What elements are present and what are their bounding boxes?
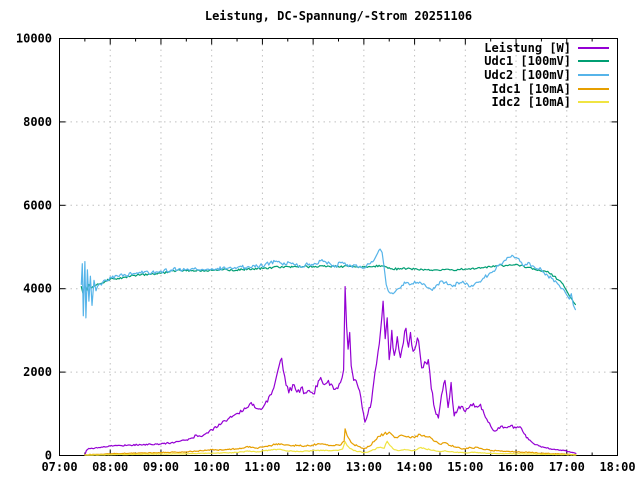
legend-line-sample [578,73,609,76]
series-line-4 [84,440,577,456]
y-tick-label: 0 [45,449,52,463]
legend-label: Udc1 [100mV] [484,54,571,69]
legend-label: Udc2 [100mV] [484,67,571,82]
legend-item-idc1: Idc1 [10mA] [484,82,609,96]
x-tick-label: 18:00 [599,460,635,474]
legend: Leistung [W] Udc1 [100mV] Udc2 [100mV] I… [484,41,609,109]
y-tick-label: 4000 [23,282,52,296]
y-tick-label: 6000 [23,198,52,212]
series-line-2 [80,248,576,319]
y-tick-label: 2000 [23,365,52,379]
chart-title: Leistung, DC-Spannung/-Strom 20251106 [204,9,473,23]
legend-line-sample [578,101,609,104]
x-tick-label: 09:00 [143,460,179,474]
y-tick-label: 10000 [16,32,52,46]
x-tick-label: 14:00 [397,460,433,474]
x-tick-label: 07:00 [41,460,77,474]
x-tick-label: 12:00 [295,460,331,474]
legend-label: Idc2 [10mA] [491,95,571,110]
legend-line-sample [578,87,609,90]
x-tick-label: 10:00 [194,460,230,474]
series-line-1 [80,263,576,306]
legend-label: Idc1 [10mA] [491,81,571,96]
x-tick-label: 16:00 [498,460,534,474]
x-tick-label: 13:00 [346,460,382,474]
series-line-0 [84,286,577,456]
y-tick-label: 8000 [23,115,52,129]
legend-item-leistung: Leistung [W] [484,41,609,55]
x-tick-label: 17:00 [549,460,585,474]
legend-item-udc1: Udc1 [100mV] [484,54,609,69]
x-tick-label: 11:00 [244,460,280,474]
legend-label: Leistung [W] [484,40,571,55]
legend-line-sample [578,60,609,63]
legend-item-udc2: Udc2 [100mV] [484,68,609,82]
x-tick-label: 15:00 [447,460,483,474]
legend-item-idc2: Idc2 [10mA] [484,95,609,109]
x-tick-label: 08:00 [92,460,128,474]
legend-line-sample [578,46,609,49]
series-line-3 [84,428,577,456]
